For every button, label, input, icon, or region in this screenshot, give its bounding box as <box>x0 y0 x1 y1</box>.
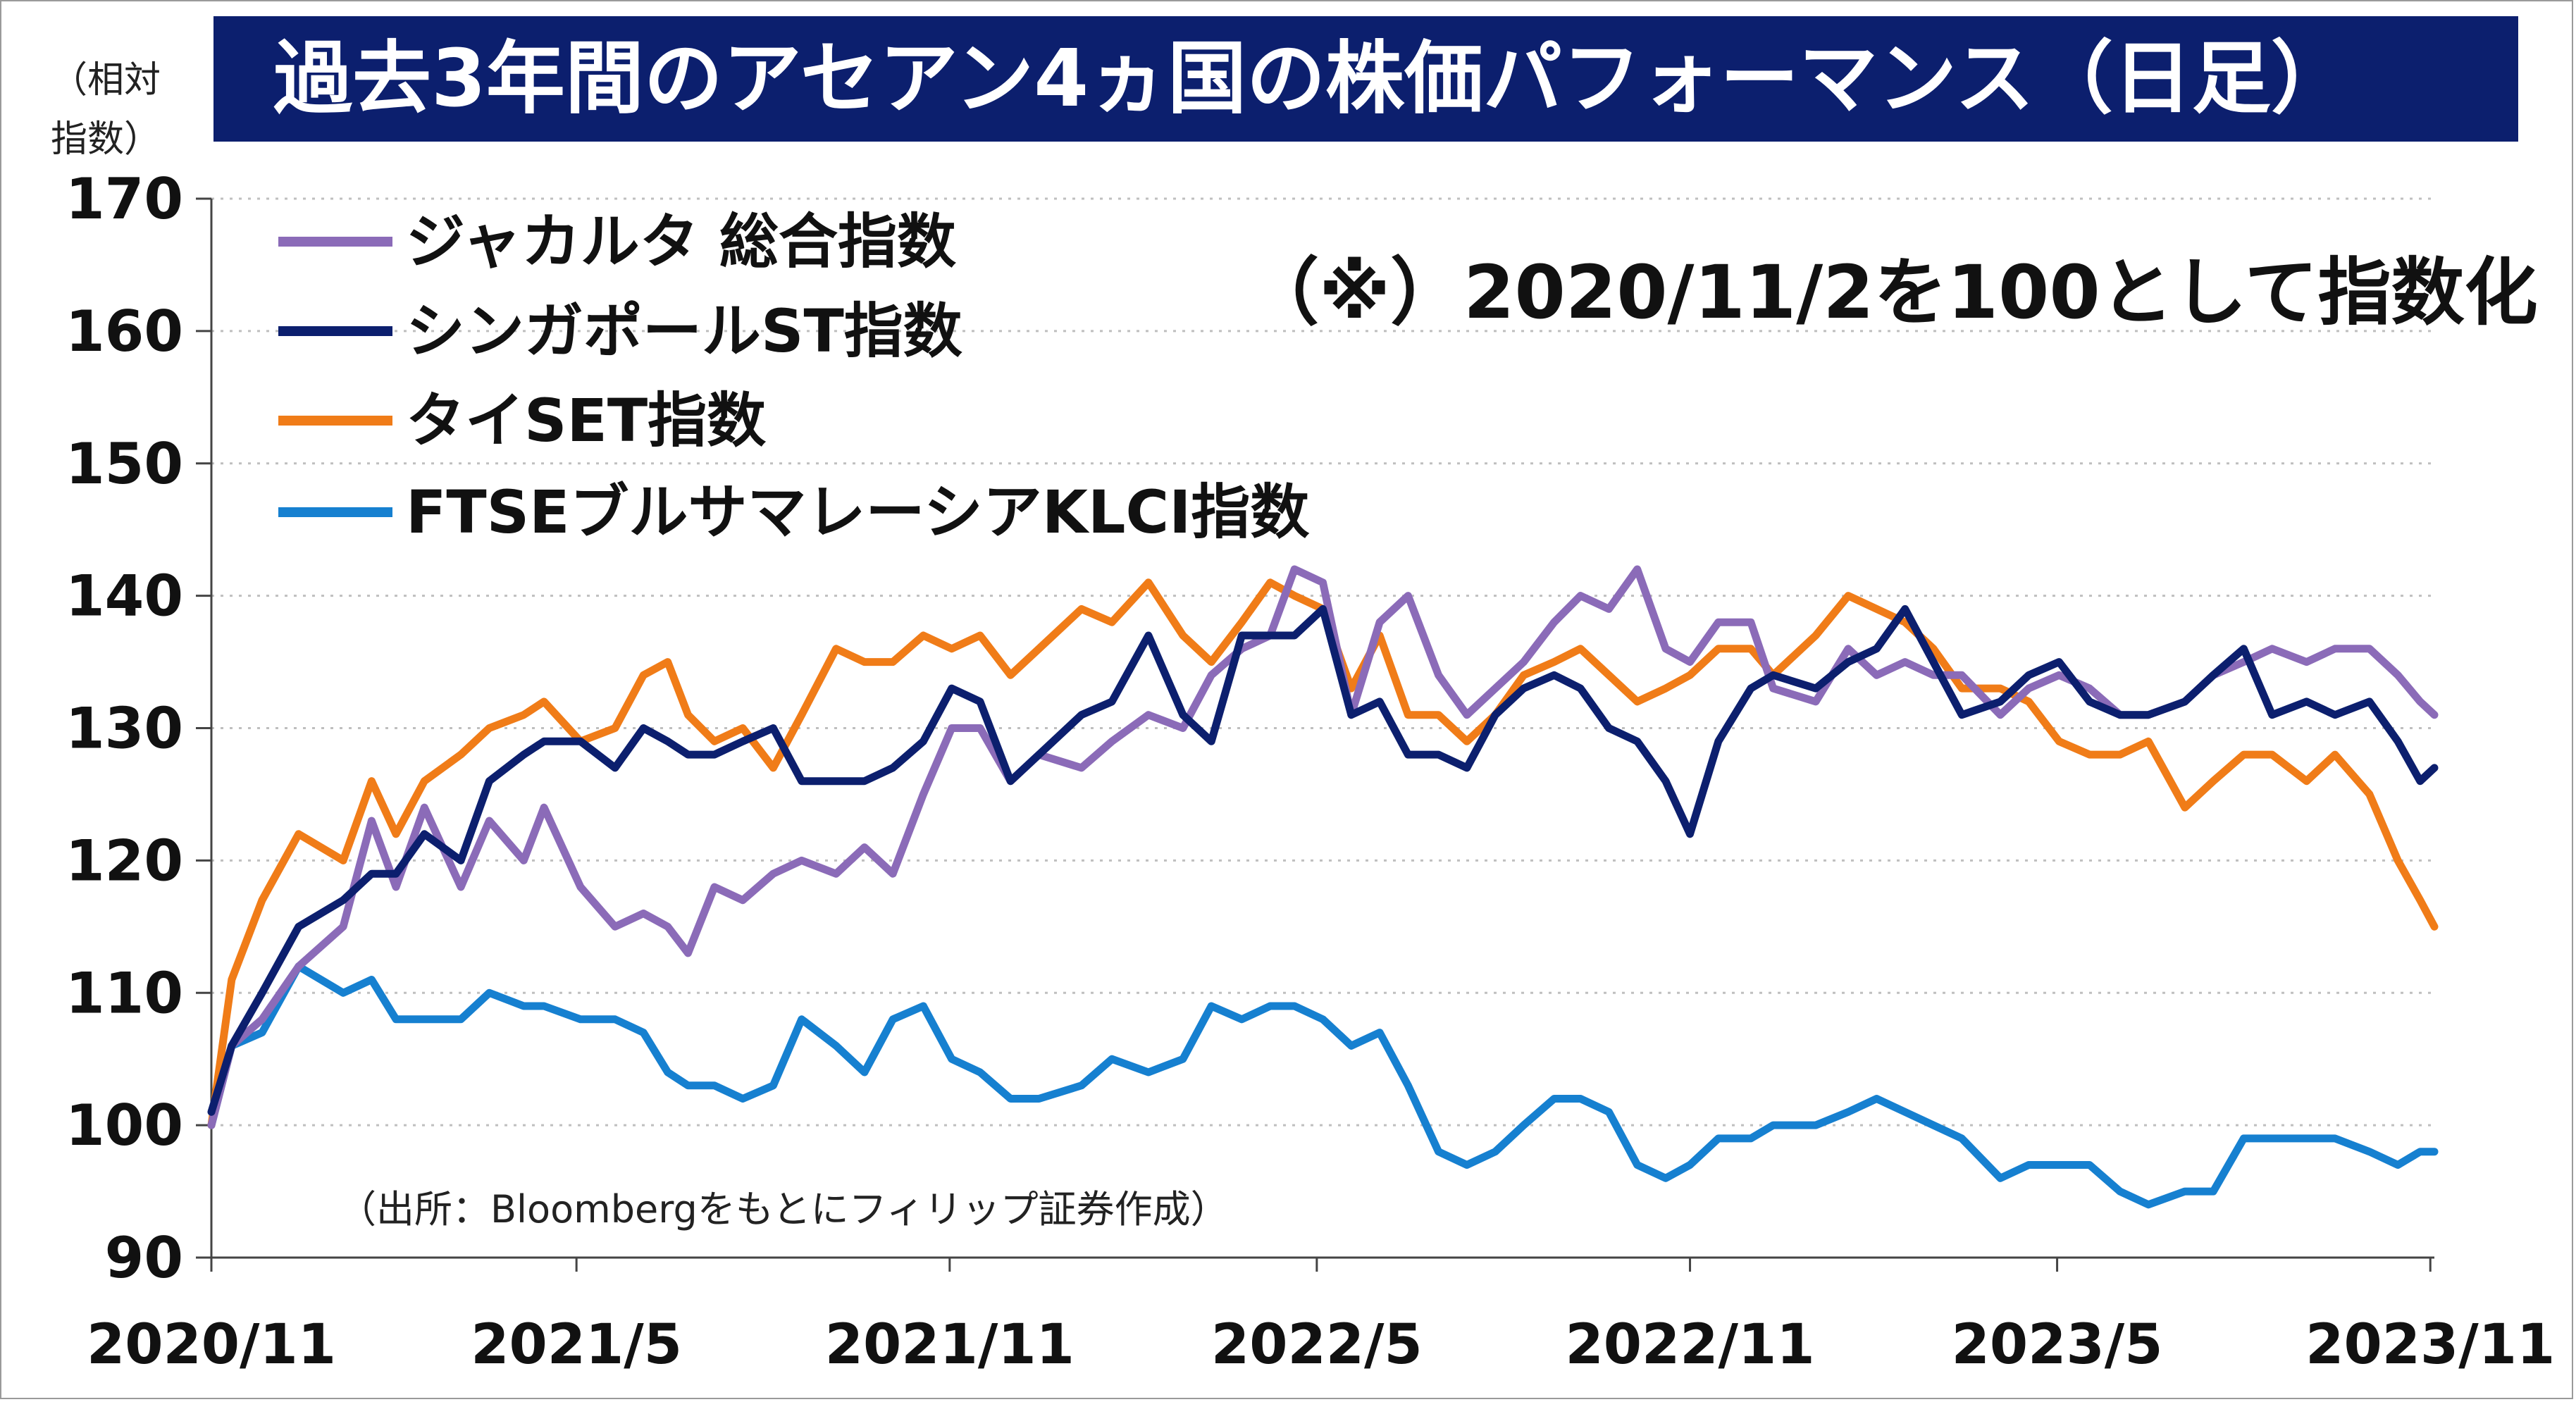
legend-label: ジャカルタ 総合指数 <box>406 207 956 276</box>
y-tick-label: 110 <box>66 960 183 1026</box>
legend-label: タイSET指数 <box>406 386 766 455</box>
source-note: （出所：Bloombergをもとにフィリップ証券作成） <box>338 1187 1229 1232</box>
y-tick-label: 100 <box>66 1093 183 1158</box>
y-tick-label: 170 <box>66 166 183 232</box>
x-tick-label: 2022/5 <box>1211 1313 1423 1377</box>
x-tick-label: 2021/11 <box>825 1313 1075 1377</box>
chart-title: 過去3年間のアセアン4ヵ国の株価パフォーマンス（日足） <box>213 16 2518 142</box>
legend-label: シンガポールST指数 <box>406 297 962 366</box>
series-line-1 <box>207 565 2439 1129</box>
index-note: （※）2020/11/2を100として指数化 <box>1246 249 2538 335</box>
grid-lines <box>211 197 2434 1127</box>
series-line-3 <box>207 578 2439 1129</box>
y-tick-label: 150 <box>66 431 183 497</box>
series-lines <box>207 565 2439 1209</box>
y-tick-label: 130 <box>66 696 183 762</box>
x-tick-label: 2020/11 <box>87 1313 336 1377</box>
series-line-2 <box>207 604 2439 1116</box>
y-tick-label: 160 <box>66 299 183 364</box>
y-tick-label: 120 <box>66 828 183 893</box>
y-axis-unit-label: （相対 指数） <box>51 59 161 161</box>
y-tick-label: 90 <box>105 1225 183 1291</box>
tick-labels: 90 100 110 120 130 140 150 160 170 2020/11 2021/5 2… <box>66 166 2555 1377</box>
x-tick-label: 2023/11 <box>2305 1313 2555 1377</box>
x-tick-label: 2021/5 <box>471 1313 682 1377</box>
y-tick-label: 140 <box>66 564 183 629</box>
x-tick-label: 2022/11 <box>1565 1313 1814 1377</box>
legend-label: FTSEブルサマレーシアKLCI指数 <box>406 478 1309 547</box>
x-tick-label: 2023/5 <box>1952 1313 2163 1377</box>
axes <box>196 197 2434 1272</box>
series-line-4 <box>207 962 2439 1209</box>
